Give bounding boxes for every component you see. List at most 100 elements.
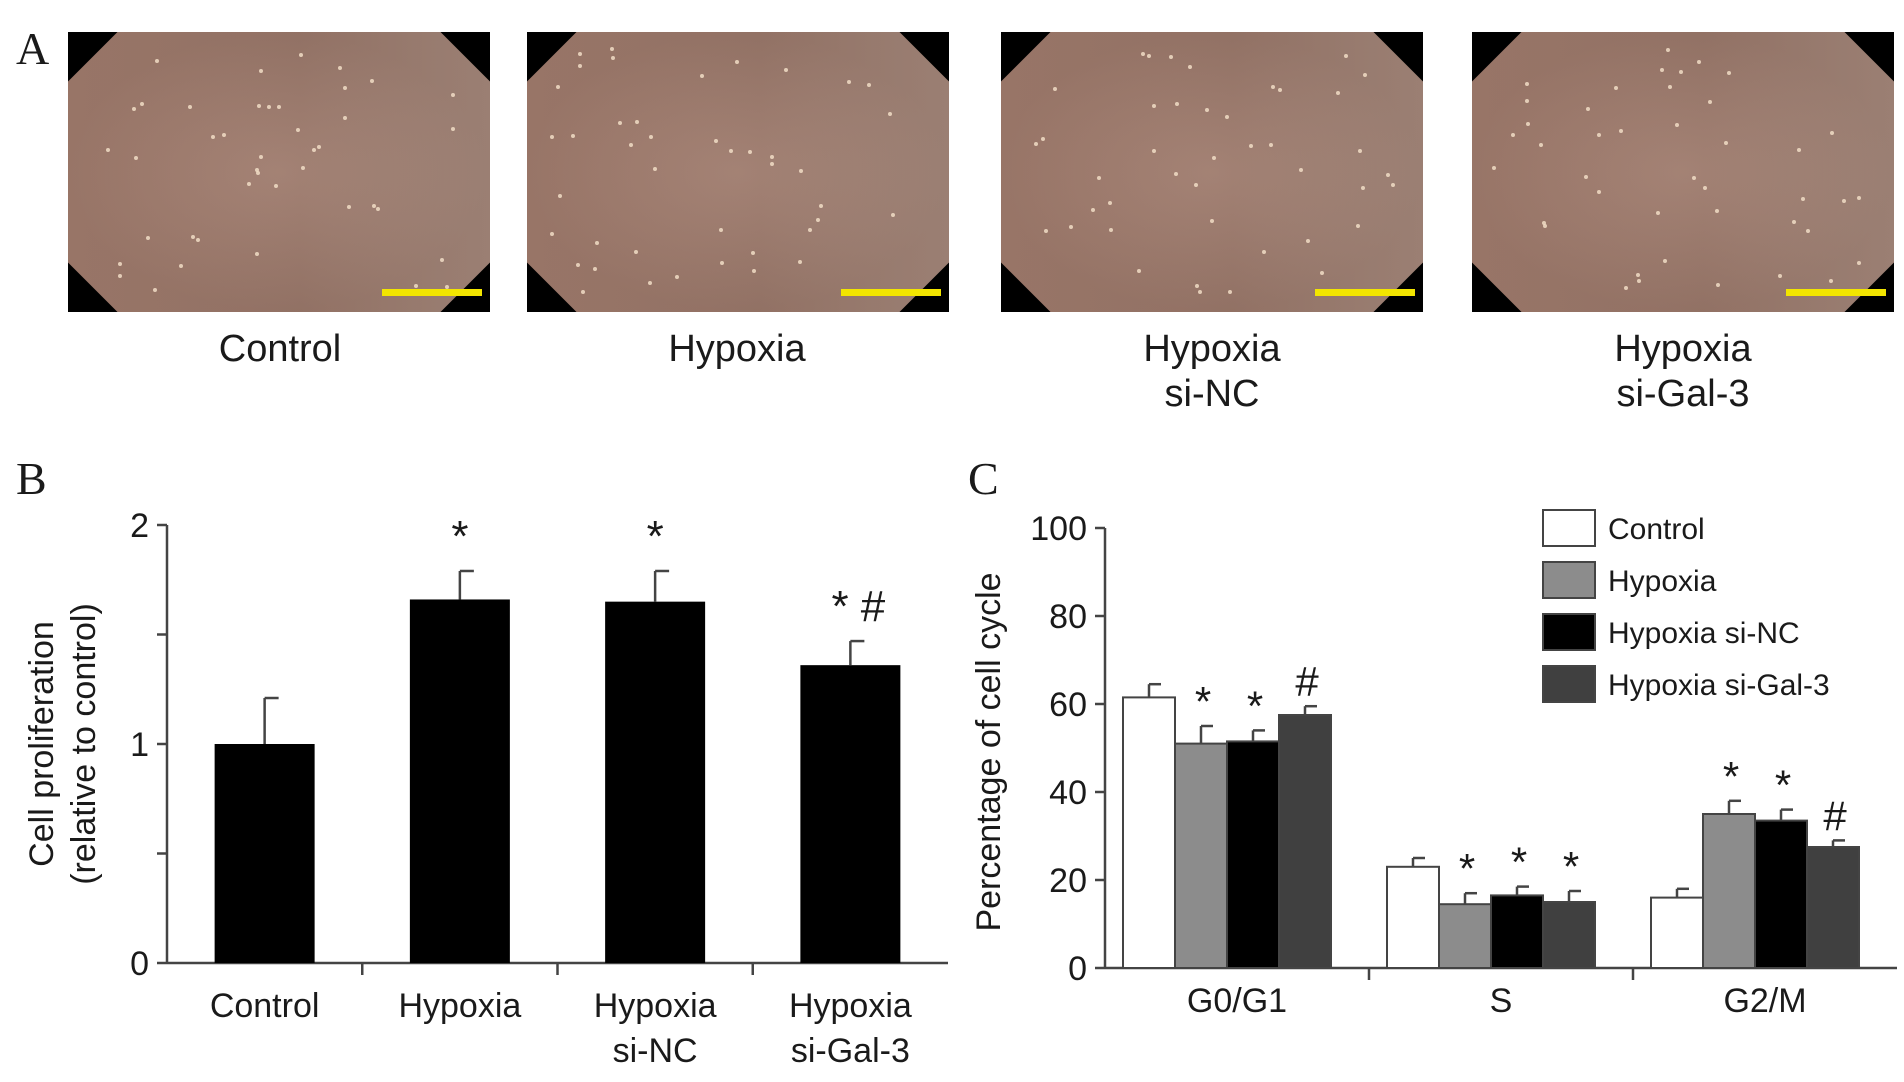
cell-speck (1841, 198, 1846, 203)
cell-speck (1356, 223, 1361, 228)
bar (1542, 901, 1596, 969)
x-tick-label: Hypoxia (594, 987, 717, 1025)
cell-speck (254, 252, 259, 257)
cell-speck (1678, 69, 1683, 74)
cell-speck (784, 68, 789, 73)
significance-marker: * (1459, 845, 1475, 892)
legend-swatch (1542, 561, 1596, 599)
cell-speck (1715, 283, 1720, 288)
cell-speck (1109, 228, 1114, 233)
cell-speck (550, 232, 555, 237)
cell-speck (277, 104, 282, 109)
cell-speck (1511, 133, 1516, 138)
cell-speck (266, 104, 271, 109)
y-tick-label: 2 (130, 507, 149, 545)
y-axis-label: Percentage of cell cycle (970, 572, 1008, 931)
cell-speck (1829, 279, 1833, 284)
cell-speck (1137, 269, 1142, 274)
y-tick-label: 60 (1049, 686, 1087, 724)
bar (800, 665, 901, 963)
y-tick-label: 0 (130, 945, 149, 983)
cell-speck (887, 111, 892, 116)
cell-speck (578, 52, 583, 57)
cell-speck (1586, 106, 1591, 111)
significance-marker: * (1195, 678, 1211, 725)
cell-speck (1299, 167, 1304, 172)
cell-speck (1211, 155, 1216, 160)
bar (1122, 696, 1176, 969)
panel-a-letter: A (16, 23, 50, 74)
cell-speck (594, 241, 599, 246)
cell-speck (254, 168, 259, 173)
cell-speck (1053, 86, 1058, 91)
cell-speck (1357, 148, 1362, 153)
significance-marker: # (1823, 792, 1847, 839)
cell-speck (376, 206, 381, 211)
cell-speck (714, 139, 719, 144)
cell-speck (190, 234, 195, 239)
cell-speck (1205, 108, 1210, 113)
cell-speck (592, 267, 597, 272)
y-tick-label: 40 (1049, 774, 1087, 812)
cell-speck (1108, 200, 1113, 205)
cell-speck (576, 262, 581, 267)
cell-speck (1597, 190, 1601, 195)
cell-speck (139, 101, 144, 106)
micrograph-label-hypoxia-si-gal3: Hypoxia si-Gal-3 (1614, 328, 1752, 415)
cell-speck (1703, 185, 1708, 190)
chart-b-proliferation: 0 1 2 Cell proliferation (relative to contro… (23, 507, 948, 1070)
cell-speck (343, 115, 348, 120)
bar (409, 599, 510, 963)
cell-speck (146, 236, 151, 241)
cell-speck (1152, 103, 1157, 108)
cell-speck (1623, 286, 1628, 291)
cell-speck (1778, 273, 1783, 278)
cell-speck (571, 134, 576, 139)
cell-speck (1727, 71, 1732, 76)
cell-speck (372, 203, 376, 208)
cell-speck (178, 263, 183, 268)
cell-speck (188, 104, 193, 109)
bar (214, 744, 315, 963)
cell-speck (1146, 53, 1151, 58)
cell-speck (770, 161, 775, 166)
cell-speck (769, 155, 774, 160)
scale-bar (1786, 289, 1886, 296)
cell-speck (1666, 47, 1671, 52)
cell-speck (1188, 65, 1193, 70)
cell-speck (819, 203, 824, 208)
cell-speck (343, 85, 348, 90)
cell-speck (131, 106, 136, 111)
cell-speck (1271, 84, 1276, 89)
cell-speck (1525, 81, 1530, 86)
micrograph-hypoxia-si-gal3 (1472, 32, 1894, 312)
cell-speck (1635, 272, 1640, 277)
cell-speck (1034, 142, 1039, 147)
cell-speck (1492, 166, 1497, 171)
scale-bar (841, 289, 941, 296)
cell-speck (1708, 99, 1713, 104)
cell-speck (1390, 182, 1395, 187)
y-tick-label: 100 (1030, 510, 1087, 548)
cell-speck (847, 80, 852, 85)
cell-speck (1069, 225, 1074, 230)
cell-speck (1829, 131, 1834, 136)
cell-speck (1542, 224, 1547, 229)
cell-speck (337, 65, 342, 70)
cell-speck (1539, 142, 1544, 147)
legend-label: Hypoxia (1608, 565, 1717, 598)
cell-speck (648, 135, 653, 140)
cell-speck (298, 52, 303, 57)
cell-speck (1656, 211, 1661, 216)
micrograph-label-hypoxia-si-nc: Hypoxia si-NC (1143, 328, 1281, 415)
cell-speck (1659, 68, 1664, 73)
significance-marker: * (1775, 762, 1791, 809)
cell-speck (628, 143, 633, 148)
cell-speck (700, 73, 705, 78)
significance-marker: * (647, 512, 664, 561)
x-tick-label: G2/M (1723, 982, 1806, 1020)
cell-speck (653, 166, 658, 171)
cell-speck (891, 213, 896, 218)
cell-speck (1198, 289, 1203, 294)
cell-speck (346, 205, 351, 210)
